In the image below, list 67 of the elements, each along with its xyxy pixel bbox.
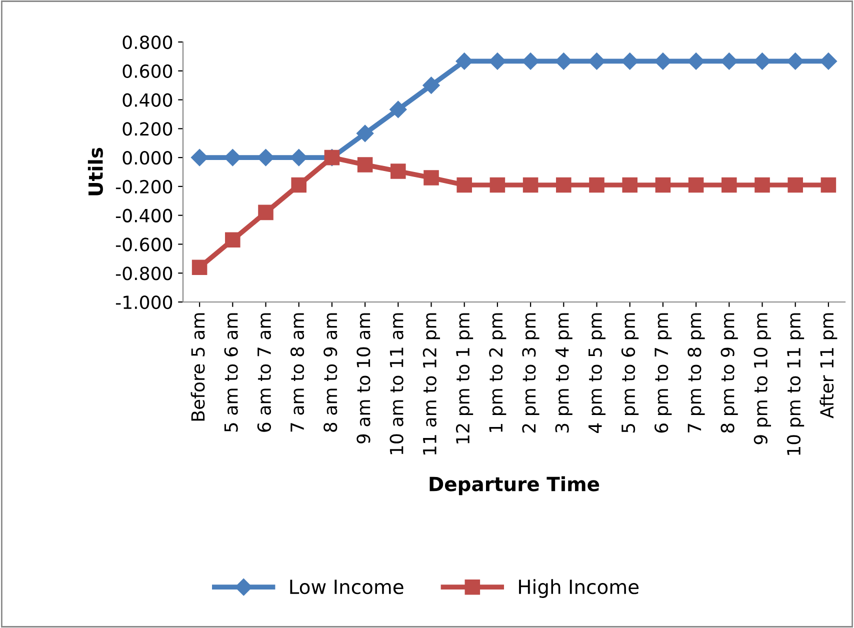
point — [754, 52, 771, 70]
y-tick-label: 0.200 — [122, 122, 172, 136]
point — [357, 157, 373, 172]
y-tick-label: -0.400 — [116, 208, 172, 222]
point — [191, 149, 208, 166]
x-tick-label: 3 pm to 4 pm — [555, 313, 572, 432]
y-tick-label: -0.200 — [116, 180, 172, 194]
x-tick-label: 5 am to 6 am — [224, 313, 238, 432]
y-tick-label: 0.400 — [122, 93, 172, 107]
point — [257, 149, 274, 166]
point — [424, 170, 439, 186]
point — [356, 124, 374, 142]
point — [490, 177, 506, 193]
x-tick-label: 11 am to 12 pm — [422, 313, 440, 454]
point — [722, 177, 737, 193]
point — [258, 204, 274, 220]
x-axis-title: Departure Time — [430, 476, 600, 496]
point — [390, 164, 406, 179]
x-tick-label: 1 pm to 2 pm — [489, 313, 506, 432]
y-tick-label: 0.800 — [122, 35, 172, 50]
x-tick-label: 9 pm to 10 pm — [754, 313, 771, 444]
x-tick-label: After 11 pm — [820, 313, 838, 418]
x-tick-label: 10 am to 11 am — [390, 313, 404, 454]
point — [621, 52, 638, 70]
point — [820, 177, 836, 193]
point — [688, 177, 704, 193]
y-tick-label: -0.600 — [116, 238, 172, 252]
point — [556, 177, 572, 193]
x-tick-label: 8 am to 9 am — [324, 313, 338, 432]
point — [754, 177, 770, 193]
x-tick-label: 10 pm to 11 pm — [786, 313, 804, 455]
point — [786, 52, 804, 70]
point — [390, 100, 407, 118]
point — [555, 52, 572, 70]
point — [290, 149, 308, 166]
point — [589, 177, 604, 193]
x-tick-label: 4 pm to 5 pm — [588, 313, 606, 433]
x-tick-label: 9 am to 10 am — [356, 313, 370, 444]
point — [788, 177, 803, 193]
point — [225, 232, 240, 248]
point — [588, 52, 606, 70]
point — [456, 52, 473, 70]
y-tick-label: 0.600 — [122, 64, 172, 78]
point — [720, 52, 738, 70]
y-tick-label: 0.000 — [122, 151, 172, 165]
legend-label: High Income — [519, 579, 639, 598]
x-tick-label: 5 pm to 6 pm — [621, 313, 639, 432]
point — [456, 177, 472, 193]
x-tick-label: 6 pm to 7 pm — [654, 313, 672, 433]
legend-label: Low Income — [290, 580, 404, 594]
y-axis-title: Utils — [88, 148, 103, 196]
x-tick-label: 7 pm to 8 pm — [688, 313, 705, 432]
y-tick-label: -1.000 — [116, 295, 172, 310]
point — [522, 177, 538, 193]
point — [192, 260, 208, 275]
x-tick-label: 8 pm to 9 pm — [720, 313, 738, 433]
point — [422, 76, 440, 94]
point — [622, 177, 638, 193]
point — [291, 177, 306, 193]
x-tick-label: Before 5 am — [190, 313, 205, 421]
x-tick-label: 6 am to 7 am — [257, 313, 271, 432]
point — [224, 149, 242, 166]
y-tick-label: -0.800 — [116, 266, 172, 280]
x-tick-label: 7 am to 8 am — [290, 313, 304, 432]
x-tick-label: 12 pm to 1 pm — [456, 313, 474, 444]
point — [655, 177, 671, 193]
x-tick-label: 2 pm to 3 pm — [522, 313, 540, 433]
